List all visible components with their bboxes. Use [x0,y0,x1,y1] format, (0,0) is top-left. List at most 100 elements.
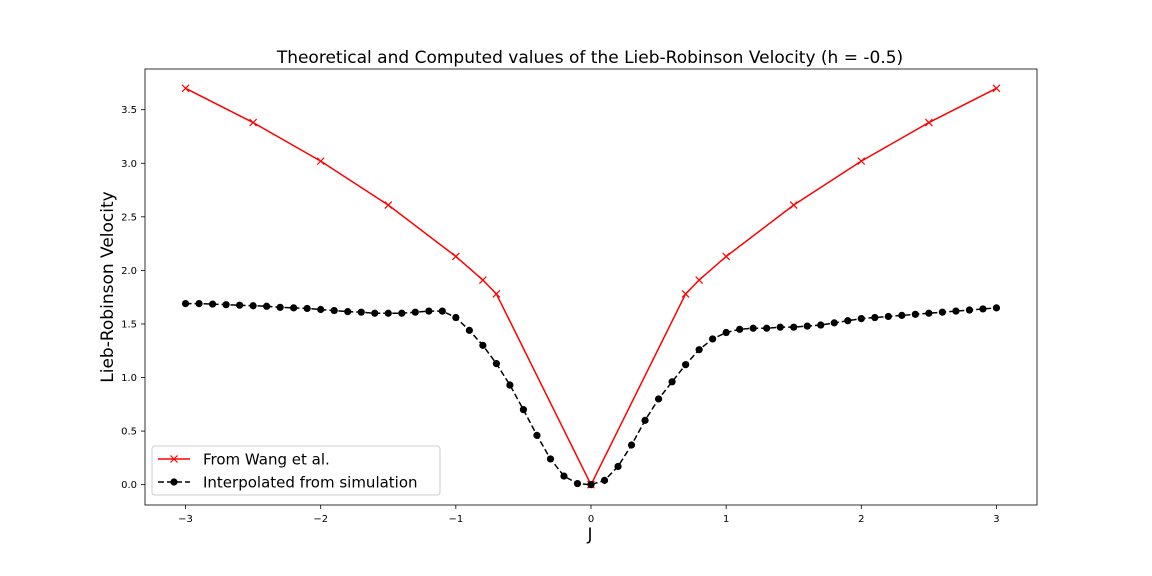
marker-stroke [181,84,190,93]
legend-box [151,445,441,496]
data-point [195,300,203,308]
data-point [411,308,419,316]
marker-stroke [924,118,933,127]
data-point [709,335,717,343]
data-point [398,309,406,317]
data-point [236,301,244,309]
data-point [992,304,1001,312]
x-tick-label: 0 [588,514,594,525]
data-point [452,313,460,322]
data-point [790,323,798,331]
y-tick-label: 0.5 [121,427,137,438]
x-tick-label: −2 [313,514,328,525]
data-point [884,312,892,321]
data-point [290,304,298,312]
marker-stroke [722,252,731,261]
marker-stroke [451,252,460,261]
data-point [506,381,514,389]
data-point [938,308,946,316]
legend-label: Interpolated from simulation [203,474,418,492]
legend-item: From Wang et al. [158,451,330,469]
data-point-x-marker [316,157,325,166]
x-tick-label: −3 [178,514,193,525]
data-point [763,324,771,332]
data-point [952,307,960,315]
data-point [208,300,217,308]
x-axis-label: J [586,525,592,545]
marker-stroke [992,84,1001,93]
data-point-x-marker [992,84,1001,93]
data-point [465,326,473,334]
data-point-x-marker [789,201,798,209]
data-point [857,315,865,323]
data-point-x-marker [722,252,731,261]
marker-stroke [384,201,393,209]
data-point [371,309,379,317]
legend: From Wang et al. Interpolated from simula… [151,445,441,496]
y-tick-label: 1.0 [121,373,137,384]
series-0 [181,84,1001,489]
data-point [303,304,311,313]
x-tick-label: 3 [993,514,999,525]
x-tick-label: 1 [723,514,729,525]
data-point [614,462,622,471]
marker-stroke [681,290,690,298]
data-point [668,378,676,386]
data-point [871,313,879,322]
legend-item: Interpolated from simulation [158,474,418,492]
data-point [654,395,663,403]
marker-stroke [478,276,487,284]
y-axis: 0.0 0.5 1.0 1.5 2.0 2.5 3.0 3.5 [121,105,145,491]
legend-marker [170,478,178,486]
chart-title: Theoretical and Computed values of the L… [276,48,903,68]
data-point [438,307,446,315]
data-point [181,300,190,308]
data-point [965,306,974,314]
marker-stroke [316,157,325,166]
marker-stroke [695,276,704,284]
series-line [185,87,997,487]
data-point [695,346,703,354]
data-point [546,455,555,463]
data-point-x-marker [181,84,190,93]
data-point [479,341,487,349]
data-point [911,310,919,318]
marker-stroke [857,157,866,166]
data-point [276,303,284,311]
data-point [263,302,271,310]
x-tick-label: −1 [448,514,463,525]
y-tick-label: 3.0 [121,159,137,170]
plot-area [144,68,1038,506]
legend-marker [170,455,178,463]
data-point [600,476,609,484]
data-point [587,481,595,489]
data-point [357,308,365,316]
legend-label: From Wang et al. [203,451,330,469]
data-point-x-marker [384,201,393,209]
data-point [830,319,838,327]
data-point [803,322,811,330]
data-point-x-marker [857,157,866,166]
marker-stroke [492,290,501,298]
y-tick-label: 2.0 [121,266,137,277]
y-tick-label: 2.5 [121,212,137,223]
data-point [641,416,649,424]
data-point-x-marker [451,252,460,261]
data-point [492,359,500,368]
marker-stroke [789,201,798,209]
data-point [519,406,528,414]
data-point [249,302,257,310]
data-point [925,309,933,317]
y-tick-label: 1.5 [121,319,137,330]
data-point [979,305,987,313]
data-point [222,301,230,309]
data-point [682,361,690,369]
y-tick-label: 0.0 [121,480,137,491]
series-1 [181,300,1001,489]
data-point [776,323,784,331]
data-point [736,325,744,333]
data-point-x-marker [478,276,487,284]
data-point [560,472,568,480]
data-point-x-marker [924,118,933,127]
y-axis-label: Lieb-Robinson Velocity [98,191,118,382]
